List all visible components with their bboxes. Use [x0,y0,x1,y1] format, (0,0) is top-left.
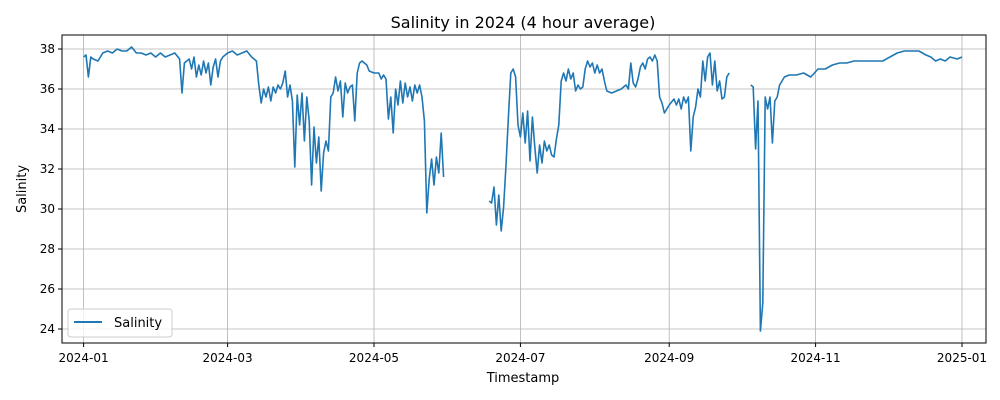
x-axis-title: Timestamp [486,371,560,386]
y-tick-label: 38 [40,42,55,56]
legend-box [67,308,173,338]
x-tick-label: 2025-01 [937,351,987,365]
y-tick-label: 34 [40,122,55,136]
x-tick-label: 2024-01 [59,351,109,365]
legend-label-salinity: Salinity [114,316,162,331]
salinity-series-line [750,50,963,332]
y-tick-label: 36 [40,82,55,96]
x-tick-label: 2024-07 [495,351,545,365]
x-tick-label: 2024-03 [203,351,253,365]
y-tick-label: 26 [40,282,55,296]
y-tick-label: 28 [40,242,55,256]
salinity-series-line [83,46,445,214]
y-axis-title: Salinity [15,165,30,213]
x-tick-label: 2024-11 [791,351,841,365]
x-tick-label: 2024-05 [349,351,399,365]
x-tick-label: 2024-09 [644,351,694,365]
y-tick-label: 30 [40,202,55,216]
data-series [83,46,963,332]
legend: Salinity [67,308,173,338]
grid-lines [62,35,986,343]
salinity-series-line [488,52,730,232]
y-tick-label: 24 [40,322,55,336]
plot-area-frame [61,34,987,344]
axis-ticks: 2024-01 2024-03 2024-05 2024-07 2024-09 2024-… [40,42,987,365]
y-tick-label: 32 [40,162,55,176]
chart-title: Salinity in 2024 (4 hour average) [391,13,656,32]
